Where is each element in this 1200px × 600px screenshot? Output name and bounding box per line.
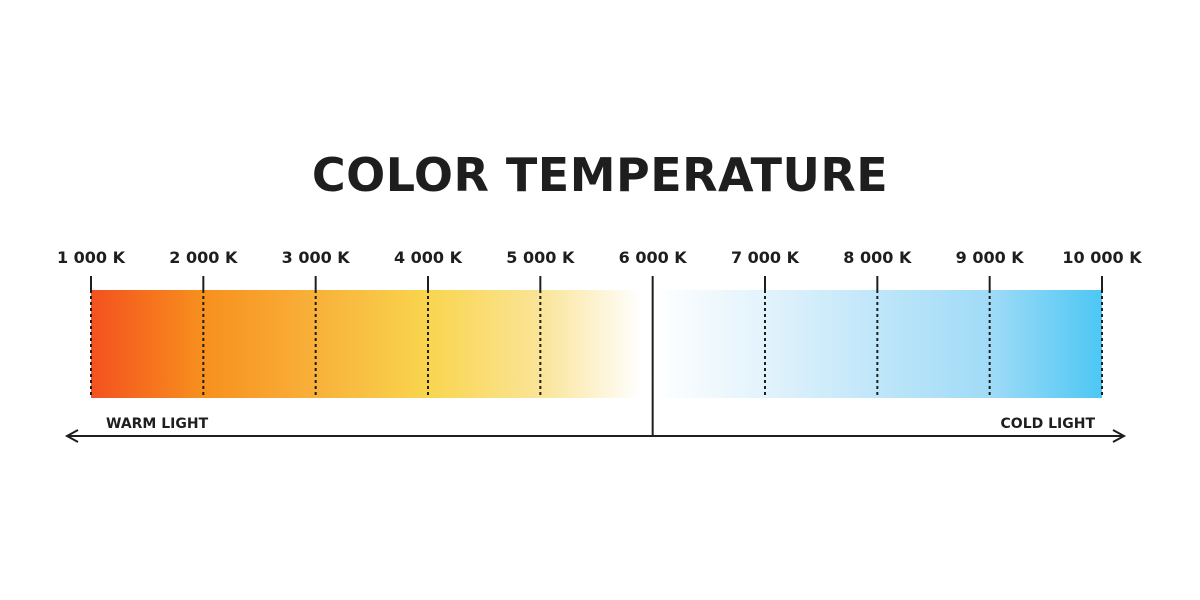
tick-label: 2 000 K: [169, 248, 238, 267]
tick-label: 1 000 K: [57, 248, 126, 267]
left-arrowhead-icon: [64, 429, 79, 443]
tick-label: 6 000 K: [619, 248, 688, 267]
tick-label: 5 000 K: [506, 248, 575, 267]
tick-label: 9 000 K: [956, 248, 1025, 267]
tick-label: 10 000 K: [1062, 248, 1142, 267]
cold-light-label: COLD LIGHT: [1001, 416, 1096, 432]
right-arrowhead-icon: [1112, 429, 1127, 443]
tick-label: 3 000 K: [282, 248, 351, 267]
gradient-bar: [91, 290, 1102, 398]
diagram-title: COLOR TEMPERATURE: [311, 148, 889, 202]
tick-label: 8 000 K: [843, 248, 912, 267]
warm-light-label: WARM LIGHT: [106, 416, 209, 432]
tick-label: 4 000 K: [394, 248, 463, 267]
tick-label: 7 000 K: [731, 248, 800, 267]
